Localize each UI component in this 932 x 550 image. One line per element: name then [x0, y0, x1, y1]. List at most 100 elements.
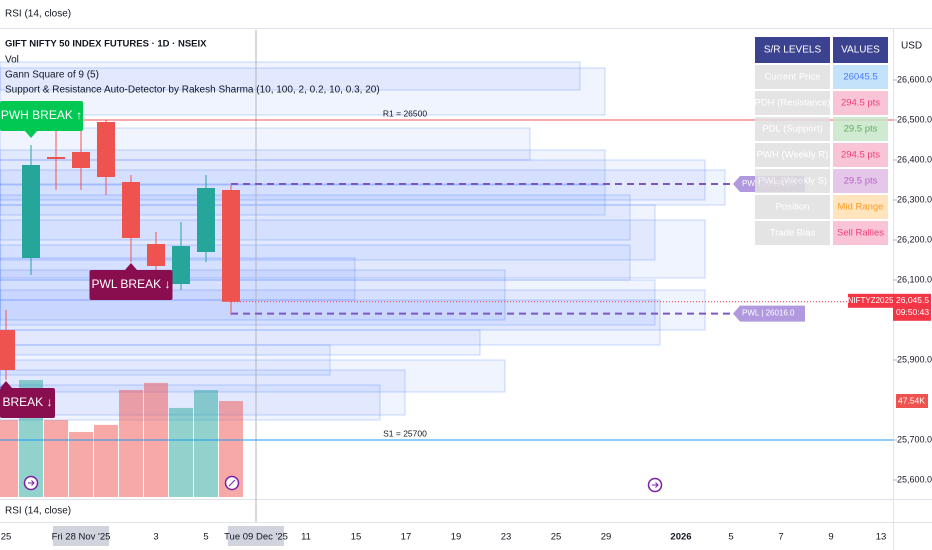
zone — [0, 194, 631, 241]
zone — [0, 204, 656, 261]
table-value: 294.5 pts — [841, 98, 880, 109]
volume-tag-label: 47.54K — [898, 395, 925, 405]
x-tick-label: 7 — [778, 532, 783, 543]
volume-bar — [169, 407, 193, 497]
table-header: S/R LEVELS — [764, 45, 822, 56]
table-row-label: PWH (Weekly R) — [757, 150, 829, 161]
y-tick-label: 26,100.0 — [897, 274, 932, 284]
volume-bar — [194, 389, 218, 497]
signal-label: PWL BREAK ↓ — [92, 277, 171, 291]
y-tick-label: 25,900.0 — [897, 354, 932, 364]
zone — [0, 183, 606, 216]
zone — [0, 169, 726, 206]
candle-body — [72, 152, 90, 168]
x-tick-label: 15 — [351, 532, 362, 543]
x-tick-highlight — [53, 526, 109, 546]
table-header-cell — [833, 37, 888, 63]
weekly-level-tag — [733, 305, 805, 322]
last-price-box — [893, 293, 931, 321]
x-tick-label: 11 — [301, 532, 311, 543]
y-tick-label: 26,300.0 — [897, 194, 932, 204]
zone — [0, 61, 581, 91]
pane-footer: RSI (14, close) — [5, 506, 71, 517]
volume-bar — [0, 420, 18, 497]
x-tick-label: 29 — [601, 532, 612, 543]
table-cell — [755, 65, 830, 89]
x-tick-label: 17 — [401, 532, 412, 543]
x-tick-label: 25 — [551, 532, 562, 543]
table-value: 29.5 pts — [844, 176, 878, 187]
signal-box — [0, 388, 55, 418]
zone — [0, 159, 706, 201]
indicator-label: Vol — [5, 55, 19, 66]
zone — [0, 359, 506, 393]
table-header: VALUES — [841, 45, 880, 56]
table-row-label: PDH (Resistance) — [754, 98, 830, 109]
table-cell — [755, 117, 830, 141]
x-tick-label: 25 — [1, 532, 12, 543]
table-row-label: Position — [776, 202, 810, 213]
x-tick-label: Tue 09 Dec '25 — [224, 532, 288, 543]
candle-body — [0, 330, 15, 370]
level-label: R1 = 26500 — [383, 108, 427, 118]
table-cell — [755, 91, 830, 115]
table-cell — [755, 195, 830, 219]
zone — [0, 67, 606, 116]
zone — [0, 344, 331, 376]
table-cell — [833, 117, 888, 141]
candle-body — [147, 244, 165, 266]
y-tick-label: 26,500.0 — [897, 114, 932, 124]
x-tick-label: 23 — [501, 532, 512, 543]
last-price-symbol-box — [848, 293, 893, 308]
table-row-label: PWL (Weekly S) — [758, 176, 827, 187]
table-cell — [755, 221, 830, 245]
table-value: 294.5 pts — [841, 150, 880, 161]
candle-body — [222, 190, 240, 302]
table-cell — [833, 195, 888, 219]
zone — [0, 299, 661, 346]
sr-table: S/R LEVELS VALUES Current Price 26045.5 PDH … — [754, 37, 888, 245]
signal-pointer — [25, 131, 37, 138]
pane-header: RSI (14, close) — [5, 9, 71, 20]
table-header-cell — [755, 37, 830, 63]
y-tick-label: 25,700.0 — [897, 434, 932, 444]
volume-bar — [69, 431, 93, 497]
event-icon-glyph — [28, 480, 35, 486]
level-label: S1 = 25700 — [383, 428, 427, 438]
table-value: Sell Rallies — [837, 228, 884, 239]
table-row-label: Trade Bias — [770, 228, 816, 239]
candle-body — [22, 165, 40, 258]
table-cell — [755, 169, 830, 193]
currency-label: USD — [901, 41, 922, 52]
candle-body — [172, 246, 190, 284]
table-cell — [755, 143, 830, 167]
table-cell — [833, 65, 888, 89]
table-value: 26045.5 — [843, 72, 877, 83]
last-price-label: 26,045.5 — [896, 295, 929, 305]
x-tick-highlight — [228, 526, 284, 546]
table-cell — [833, 169, 888, 193]
table-value: 29.5 pts — [844, 124, 878, 135]
volume-bar — [94, 424, 118, 497]
sr-zones — [0, 61, 726, 421]
table-cell — [833, 91, 888, 115]
volume-bar — [44, 420, 68, 497]
signal-pointer — [0, 381, 12, 388]
x-tick-label: 19 — [451, 532, 462, 543]
y-tick-label: 26,400.0 — [897, 154, 932, 164]
zone — [0, 329, 481, 356]
table-row-label: PDL (Support) — [762, 124, 822, 135]
volume-tag-box — [896, 394, 928, 408]
weekly-level-label: PWL | 26016.0 — [742, 309, 795, 318]
event-icons — [23, 475, 663, 493]
table-cell — [833, 221, 888, 245]
signal-pointer — [125, 263, 137, 270]
table-cell — [833, 143, 888, 167]
table-row-label: Current Price — [765, 72, 821, 83]
zone — [0, 269, 506, 321]
zone — [0, 219, 706, 279]
volume-bar — [119, 389, 143, 497]
signal-box — [89, 270, 173, 300]
candle-body — [197, 188, 215, 252]
